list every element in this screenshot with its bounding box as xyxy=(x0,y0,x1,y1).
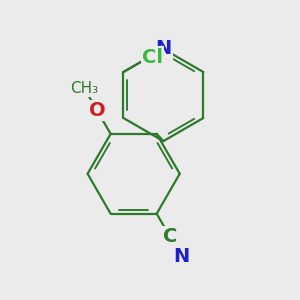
Text: N: N xyxy=(173,247,189,266)
Text: N: N xyxy=(155,39,172,58)
Text: O: O xyxy=(89,101,106,120)
Text: CH₃: CH₃ xyxy=(70,81,99,96)
Text: Cl: Cl xyxy=(142,48,163,67)
Text: C: C xyxy=(163,227,177,246)
